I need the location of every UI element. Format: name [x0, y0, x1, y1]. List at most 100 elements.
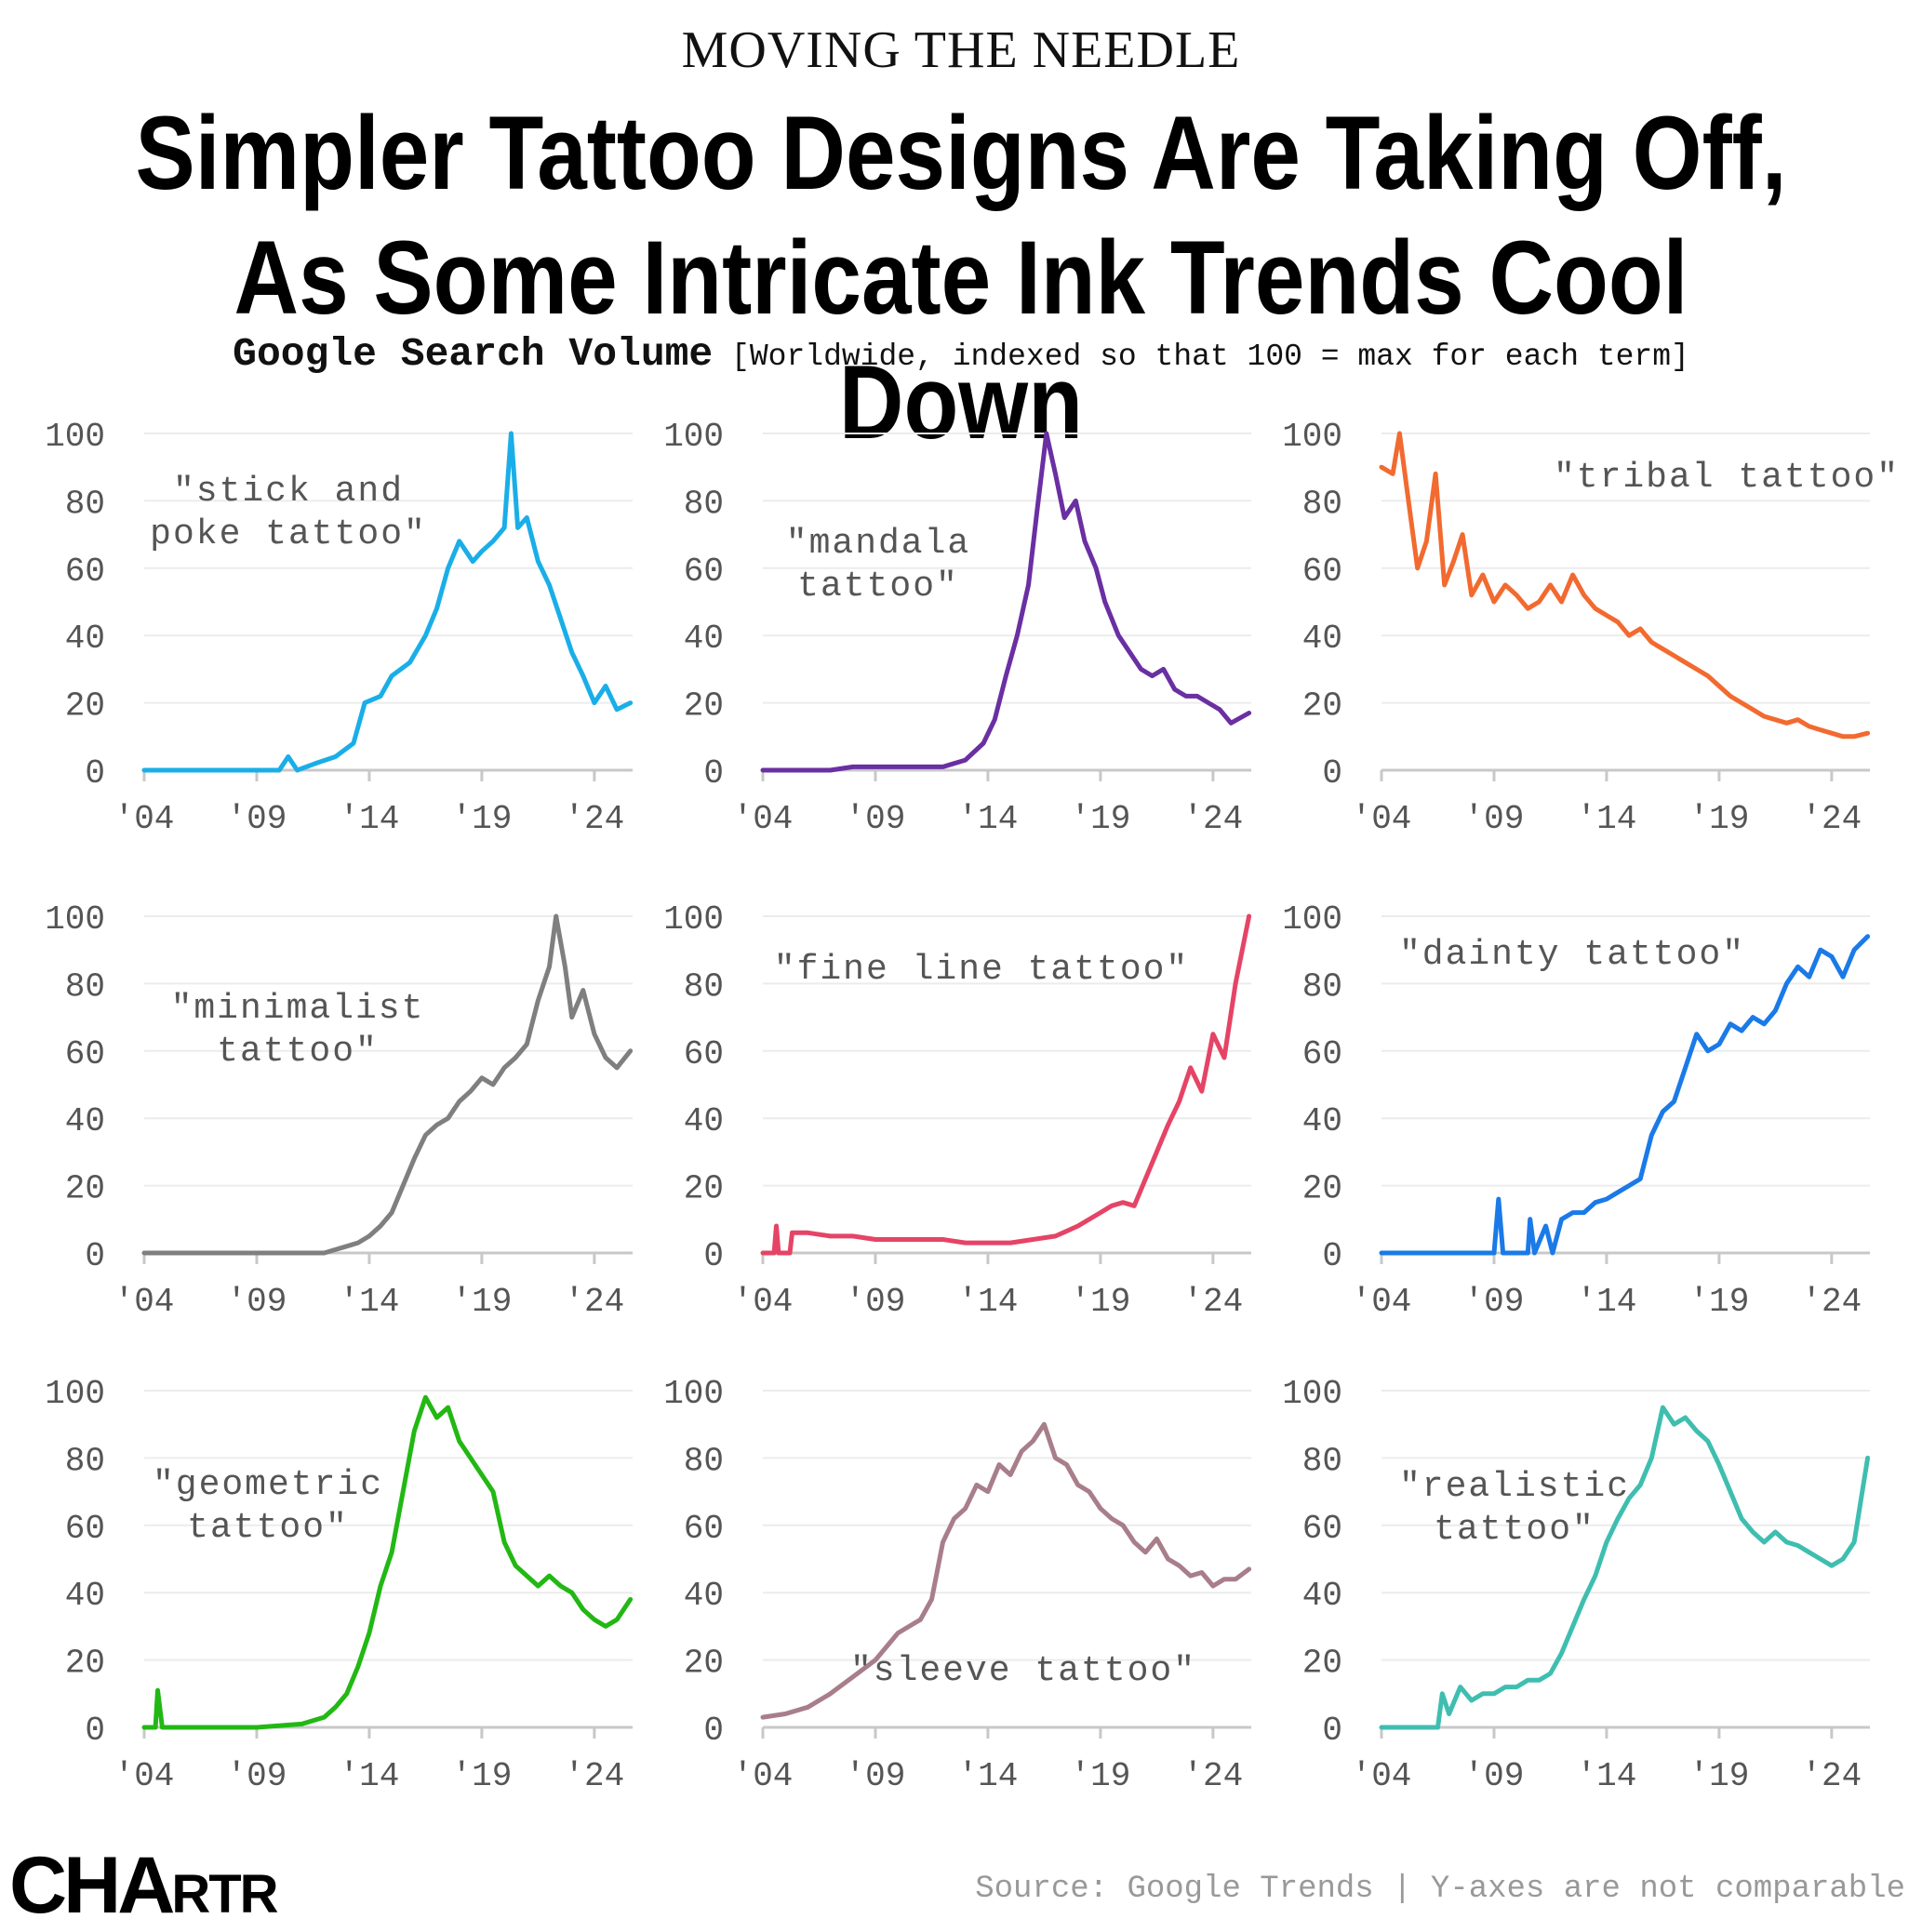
chartr-logo: CHARTR [9, 1840, 279, 1932]
x-tick-label: '19 [1070, 800, 1130, 838]
logo-text-small: RTR [171, 1864, 278, 1925]
x-tick-label: '09 [1464, 1757, 1525, 1795]
x-tick-label: '19 [1688, 1283, 1749, 1321]
x-tick-label: '04 [114, 1283, 175, 1321]
x-tick-label: '14 [1577, 1283, 1637, 1321]
x-tick-label: '24 [1182, 1757, 1243, 1795]
y-tick-label: 80 [1302, 1442, 1342, 1480]
y-tick-label: 20 [684, 1645, 724, 1683]
series-line [760, 1421, 1252, 1720]
x-tick-label: '04 [1352, 800, 1412, 838]
x-tick-label: '04 [733, 1757, 794, 1795]
series-line [141, 431, 634, 773]
y-tick-label: 40 [684, 620, 724, 658]
subtitle: Google Search Volume [Worldwide, indexed… [0, 331, 1922, 377]
x-tick-label: '09 [1464, 1283, 1525, 1321]
series-label: "stick and [173, 472, 404, 512]
x-tick-label: '19 [1070, 1283, 1130, 1321]
x-tick-label: '14 [1577, 1757, 1637, 1795]
y-tick-label: 60 [684, 553, 724, 591]
x-tick-label: '04 [114, 1757, 175, 1795]
y-tick-label: 0 [1322, 1237, 1342, 1275]
y-tick-label: 0 [703, 1237, 724, 1275]
y-tick-label: 60 [1302, 1510, 1342, 1548]
x-tick-label: '09 [846, 800, 906, 838]
series-label: tattoo" [1434, 1510, 1595, 1550]
y-tick-label: 100 [663, 900, 724, 939]
series-label: "sleeve tattoo" [850, 1651, 1196, 1691]
series-label: "mandala [786, 524, 970, 564]
y-tick-label: 20 [684, 687, 724, 726]
x-tick-label: '09 [1464, 800, 1525, 838]
y-tick-label: 60 [1302, 1035, 1342, 1073]
y-tick-label: 60 [684, 1035, 724, 1073]
y-tick-label: 40 [65, 1102, 105, 1140]
x-tick-label: '04 [1352, 1283, 1412, 1321]
y-tick-label: 80 [684, 485, 724, 523]
y-tick-label: 0 [85, 754, 105, 793]
x-tick-label: '24 [1801, 1757, 1862, 1795]
y-tick-label: 100 [45, 900, 105, 939]
y-tick-label: 0 [1322, 754, 1342, 793]
chart-panel: 0 20 40 60 80 100 '04 '09 '14 '19 '24 "realistictat… [1282, 1375, 1871, 1795]
y-tick-label: 40 [684, 1102, 724, 1140]
x-tick-label: '24 [1801, 800, 1862, 838]
x-tick-label: '04 [733, 800, 794, 838]
y-tick-label: 0 [85, 1237, 105, 1275]
series-line [760, 431, 1252, 773]
subtitle-rest: [Worldwide, indexed so that 100 = max fo… [713, 340, 1689, 374]
x-tick-label: '19 [1688, 800, 1749, 838]
kicker: MOVING THE NEEDLE [681, 21, 1241, 79]
y-tick-label: 100 [45, 1375, 105, 1413]
x-tick-label: '04 [733, 1283, 794, 1321]
x-tick-label: '09 [846, 1283, 906, 1321]
series-line [1379, 1405, 1871, 1730]
x-tick-label: '24 [564, 1283, 624, 1321]
y-tick-label: 100 [1282, 900, 1342, 939]
x-tick-label: '14 [340, 800, 400, 838]
series-line [1379, 431, 1871, 739]
series-label: "tribal tattoo" [1554, 458, 1900, 498]
y-tick-label: 100 [1282, 418, 1342, 456]
y-tick-label: 100 [1282, 1375, 1342, 1413]
y-tick-label: 60 [65, 1510, 105, 1548]
y-tick-label: 0 [703, 1712, 724, 1750]
y-tick-label: 40 [65, 1577, 105, 1615]
y-tick-label: 40 [1302, 620, 1342, 658]
chart-panel: 0 20 40 60 80 100 '04 '09 '14 '19 '24 "sleeve tatto… [663, 1375, 1252, 1795]
y-tick-label: 80 [65, 485, 105, 523]
series-label: "dainty tattoo" [1399, 935, 1745, 975]
x-tick-label: '24 [564, 800, 624, 838]
y-tick-label: 20 [684, 1170, 724, 1208]
series-line [760, 913, 1252, 1256]
x-tick-label: '14 [958, 1283, 1019, 1321]
x-tick-label: '14 [958, 800, 1019, 838]
x-tick-label: '24 [1182, 800, 1243, 838]
headline-line-2: As Some Intricate Ink Trends Cool Down [234, 220, 1688, 460]
chart-panel: 0 20 40 60 80 100 '04 '09 '14 '19 '24 "fine line ta… [663, 900, 1252, 1321]
y-tick-label: 0 [703, 754, 724, 793]
y-tick-label: 100 [45, 418, 105, 456]
x-tick-label: '19 [1688, 1757, 1749, 1795]
source-note: Source: Google Trends | Y-axes are not c… [975, 1872, 1905, 1907]
series-line [141, 1394, 634, 1730]
y-tick-label: 40 [1302, 1102, 1342, 1140]
series-line [141, 913, 634, 1256]
series-label: tattoo" [797, 566, 959, 606]
y-tick-label: 80 [684, 1442, 724, 1480]
x-tick-label: '14 [340, 1283, 400, 1321]
x-tick-label: '19 [451, 1757, 512, 1795]
series-label: "minimalist [171, 989, 425, 1029]
series-label: tattoo" [217, 1032, 379, 1072]
y-tick-label: 20 [1302, 687, 1342, 726]
y-tick-label: 0 [1322, 1712, 1342, 1750]
x-tick-label: '14 [1577, 800, 1637, 838]
y-tick-label: 20 [1302, 1170, 1342, 1208]
y-tick-label: 80 [65, 1442, 105, 1480]
chart-panel: 0 20 40 60 80 100 '04 '09 '14 '19 '24 "tribal tatto… [1282, 418, 1900, 838]
x-tick-label: '24 [1182, 1283, 1243, 1321]
y-tick-label: 80 [1302, 967, 1342, 1006]
x-tick-label: '14 [340, 1757, 400, 1795]
chart-panel: 0 20 40 60 80 100 '04 '09 '14 '19 '24 "stick andpok… [45, 418, 634, 838]
